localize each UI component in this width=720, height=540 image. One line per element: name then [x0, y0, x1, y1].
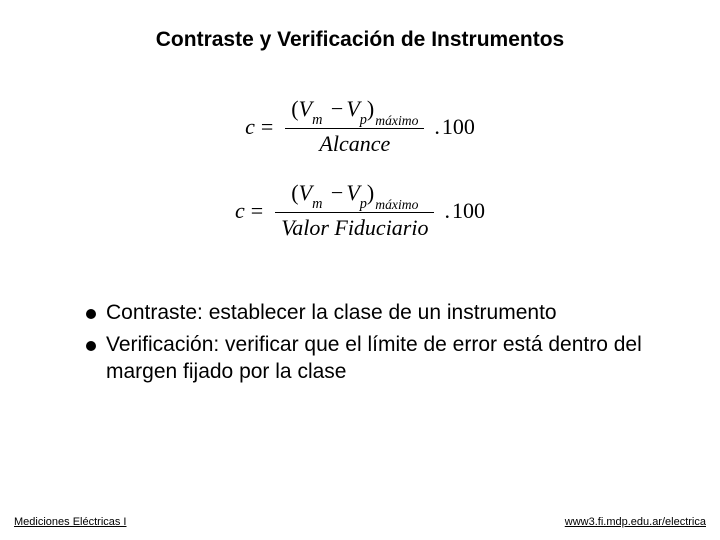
f1-Vm-m: m: [312, 112, 322, 128]
bullet-item: Verificación: verificar que el límite de…: [86, 332, 646, 385]
f1-numerator: (Vm −Vp)máximo: [285, 96, 424, 126]
f2-fraction: (Vm −Vp)máximo Valor Fiduciario: [275, 180, 434, 241]
footer-right: www3.fi.mdp.edu.ar/electrica: [565, 516, 706, 528]
f2-close: ): [367, 180, 374, 205]
f1-Vp-p: p: [360, 112, 367, 128]
bullet-list: Contraste: establecer la clase de un ins…: [86, 300, 646, 391]
f1-denominator: Alcance: [313, 131, 396, 157]
f1-minus: −: [331, 96, 343, 121]
footer-left: Mediciones Eléctricas I: [14, 516, 127, 528]
f1-close: ): [367, 96, 374, 121]
f2-Vp-V: V: [346, 180, 359, 205]
page-title: Contraste y Verificación de Instrumentos: [0, 28, 720, 52]
bullet-text: Verificación: verificar que el límite de…: [106, 332, 646, 385]
f1-dot: .: [434, 114, 440, 140]
bullet-dot-icon: [86, 341, 96, 351]
f1-eq: =: [261, 114, 273, 140]
f1-fraction: (Vm −Vp)máximo Alcance: [285, 96, 424, 157]
f2-Vm-V: V: [299, 180, 312, 205]
f1-hundred: 100: [442, 114, 475, 140]
slide: Contraste y Verificación de Instrumentos…: [0, 0, 720, 540]
f2-bar: [275, 212, 434, 213]
f2-maximo: máximo: [375, 197, 418, 212]
formula-2: c = (Vm −Vp)máximo Valor Fiduciario . 10…: [0, 180, 720, 241]
f2-open: (: [291, 180, 298, 205]
f2-eq: =: [251, 198, 263, 224]
f1-Vp-V: V: [346, 96, 359, 121]
f2-Vp-p: p: [360, 196, 367, 212]
f1-Vm-V: V: [299, 96, 312, 121]
formula-1: c = (Vm −Vp)máximo Alcance . 100: [0, 96, 720, 157]
f2-denominator: Valor Fiduciario: [275, 215, 434, 241]
f2-Vm-m: m: [312, 196, 322, 212]
f1-maximo: máximo: [375, 113, 418, 128]
f2-numerator: (Vm −Vp)máximo: [285, 180, 424, 210]
bullet-text: Contraste: establecer la clase de un ins…: [106, 300, 557, 326]
f1-lhs: c: [245, 114, 255, 140]
f1-open: (: [291, 96, 298, 121]
f2-minus: −: [331, 180, 343, 205]
f2-hundred: 100: [452, 198, 485, 224]
bullet-dot-icon: [86, 309, 96, 319]
f2-dot: .: [444, 198, 450, 224]
bullet-item: Contraste: establecer la clase de un ins…: [86, 300, 646, 326]
f2-lhs: c: [235, 198, 245, 224]
f1-bar: [285, 128, 424, 129]
